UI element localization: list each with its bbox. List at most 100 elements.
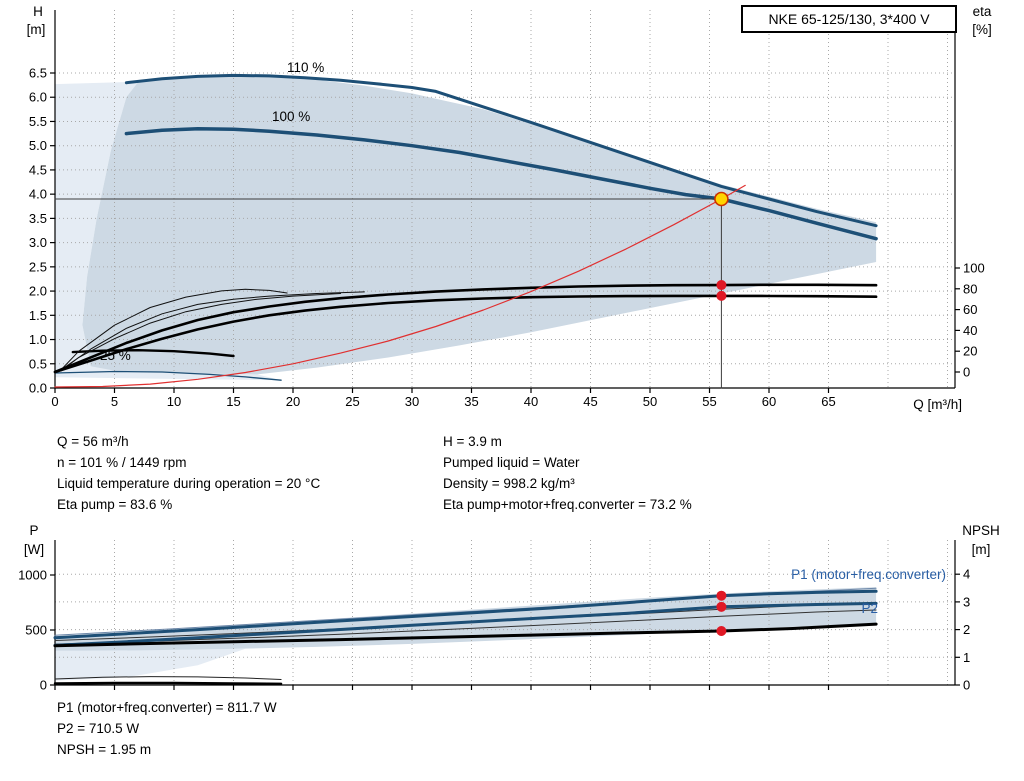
power-envelope bbox=[55, 587, 877, 651]
tick-label: 25 bbox=[345, 394, 359, 409]
tick-label: 6.0 bbox=[29, 90, 47, 105]
chart-annotation: NPSH bbox=[962, 523, 1000, 538]
tick-label: 1 bbox=[963, 650, 970, 665]
eta-pump-point bbox=[716, 280, 727, 291]
tick-label: 0 bbox=[963, 365, 970, 380]
tick-label: 4.0 bbox=[29, 187, 47, 202]
tick-label: 5.5 bbox=[29, 114, 47, 129]
tick-label: 1.0 bbox=[29, 332, 47, 347]
info-line: n = 101 % / 1449 rpm bbox=[57, 455, 187, 470]
curve-25pct bbox=[71, 349, 235, 358]
tick-label: 65 bbox=[821, 394, 835, 409]
power-min-speed bbox=[53, 681, 283, 685]
tick-label: 1.5 bbox=[29, 308, 47, 323]
pump-model-label: NKE 65-125/130, 3*400 V bbox=[741, 5, 957, 33]
tick-label: 6.5 bbox=[29, 66, 47, 81]
operating-point-details-right: H = 3.9 m Pumped liquid = Water Density = … bbox=[443, 431, 692, 515]
power-envelope-light bbox=[55, 648, 246, 681]
chart-annotation: P1 (motor+freq.converter) bbox=[791, 567, 946, 582]
operating-point-details-left: Q = 56 m³/h n = 101 % / 1449 rpm Liquid te… bbox=[57, 431, 320, 515]
chart-annotation: 100 % bbox=[272, 109, 310, 124]
chart-annotation: Q [m³/h] bbox=[913, 397, 962, 412]
tick-label: 100 bbox=[963, 261, 985, 276]
envelope-light bbox=[55, 81, 282, 381]
eta-total-curve bbox=[53, 294, 878, 374]
info-line: NPSH = 1.95 m bbox=[57, 742, 152, 757]
eta-total-point bbox=[716, 290, 727, 301]
tick-label: 500 bbox=[25, 623, 47, 638]
tick-label: 80 bbox=[963, 281, 977, 296]
chart-annotation: [m] bbox=[27, 22, 46, 37]
tick-label: 60 bbox=[762, 394, 776, 409]
tick-label: 2.0 bbox=[29, 284, 47, 299]
eta-curve-partload-2 bbox=[60, 291, 365, 371]
npsh-point bbox=[716, 625, 727, 636]
tick-label: 10 bbox=[167, 394, 181, 409]
power-family-line-3 bbox=[54, 609, 877, 645]
eta-curve-partload-1 bbox=[60, 288, 288, 371]
info-line: Q = 56 m³/h bbox=[57, 434, 129, 449]
tick-label: 1000 bbox=[18, 568, 47, 583]
info-line: Liquid temperature during operation = 20… bbox=[57, 476, 321, 491]
tick-label: 4 bbox=[963, 567, 970, 582]
power-npsh-details: P1 (motor+freq.converter) = 811.7 W P2 = … bbox=[57, 697, 277, 760]
tick-label: 20 bbox=[963, 344, 977, 359]
tick-label: 50 bbox=[643, 394, 657, 409]
curve-min-speed-blue bbox=[54, 370, 282, 381]
tick-label: 3 bbox=[963, 594, 970, 609]
tick-label: 0.5 bbox=[29, 356, 47, 371]
qh-eta-chart: 0.0 0.5 1.0 1.5 2.0 2.5 3.0 3.5 4.0 4.5 5.0 5.5 6.0 6… bbox=[27, 4, 992, 412]
tick-label: 0 bbox=[40, 678, 47, 693]
chart-annotation: 25 % bbox=[100, 348, 131, 363]
chart-annotation: eta bbox=[973, 4, 992, 19]
npsh-curve bbox=[53, 622, 878, 648]
eta-pump-curve bbox=[53, 283, 878, 374]
tick-label: 5.0 bbox=[29, 138, 47, 153]
chart-annotation: [m] bbox=[972, 542, 991, 557]
tick-label: 3.5 bbox=[29, 211, 47, 226]
tick-label: 45 bbox=[583, 394, 597, 409]
info-line: Density = 998.2 kg/m³ bbox=[443, 476, 575, 491]
info-line: Eta pump+motor+freq.converter = 73.2 % bbox=[443, 497, 692, 512]
tick-label: 60 bbox=[963, 302, 977, 317]
chart-annotation: P2 bbox=[861, 601, 878, 616]
chart-annotation: H bbox=[33, 4, 43, 19]
info-line: H = 3.9 m bbox=[443, 434, 502, 449]
info-line: P2 = 710.5 W bbox=[57, 721, 140, 736]
power-npsh-chart: 0 500 1000 0 1 2 3 4 P [W] NPSH [m] P1 (motor+freq.c… bbox=[18, 523, 1000, 693]
curve-100pct bbox=[124, 126, 878, 241]
chart-annotation: P bbox=[29, 523, 38, 538]
tick-label: 0 bbox=[963, 678, 970, 693]
tick-label: 30 bbox=[405, 394, 419, 409]
eta-curve-partload-3 bbox=[60, 293, 342, 372]
curve-110pct bbox=[124, 73, 878, 228]
tick-label: 15 bbox=[226, 394, 240, 409]
operating-point bbox=[714, 191, 729, 207]
envelope-operating-range bbox=[82, 74, 877, 375]
info-line: Pumped liquid = Water bbox=[443, 455, 580, 470]
p1-curve bbox=[53, 589, 878, 640]
tick-label: 2.5 bbox=[29, 259, 47, 274]
power-arc-thin bbox=[54, 676, 282, 680]
chart-annotation: 110 % bbox=[287, 60, 324, 75]
info-line: Eta pump = 83.6 % bbox=[57, 497, 173, 512]
duty-curve bbox=[54, 184, 746, 388]
tick-label: 2 bbox=[963, 622, 970, 637]
tick-label: 4.5 bbox=[29, 162, 47, 177]
p1-point bbox=[716, 590, 727, 601]
tick-label: 20 bbox=[286, 394, 300, 409]
tick-label: 0.0 bbox=[29, 381, 47, 396]
chart-annotation: [W] bbox=[24, 542, 44, 557]
info-line: P1 (motor+freq.converter) = 811.7 W bbox=[57, 700, 277, 715]
tick-label: 0 bbox=[51, 394, 58, 409]
tick-label: 40 bbox=[963, 323, 977, 338]
chart-annotation: [%] bbox=[972, 22, 992, 37]
tick-label: 35 bbox=[464, 394, 478, 409]
p2-point bbox=[716, 601, 727, 612]
tick-label: 55 bbox=[702, 394, 716, 409]
p2-curve bbox=[53, 601, 878, 647]
tick-label: 5 bbox=[111, 394, 118, 409]
tick-label: 40 bbox=[524, 394, 538, 409]
